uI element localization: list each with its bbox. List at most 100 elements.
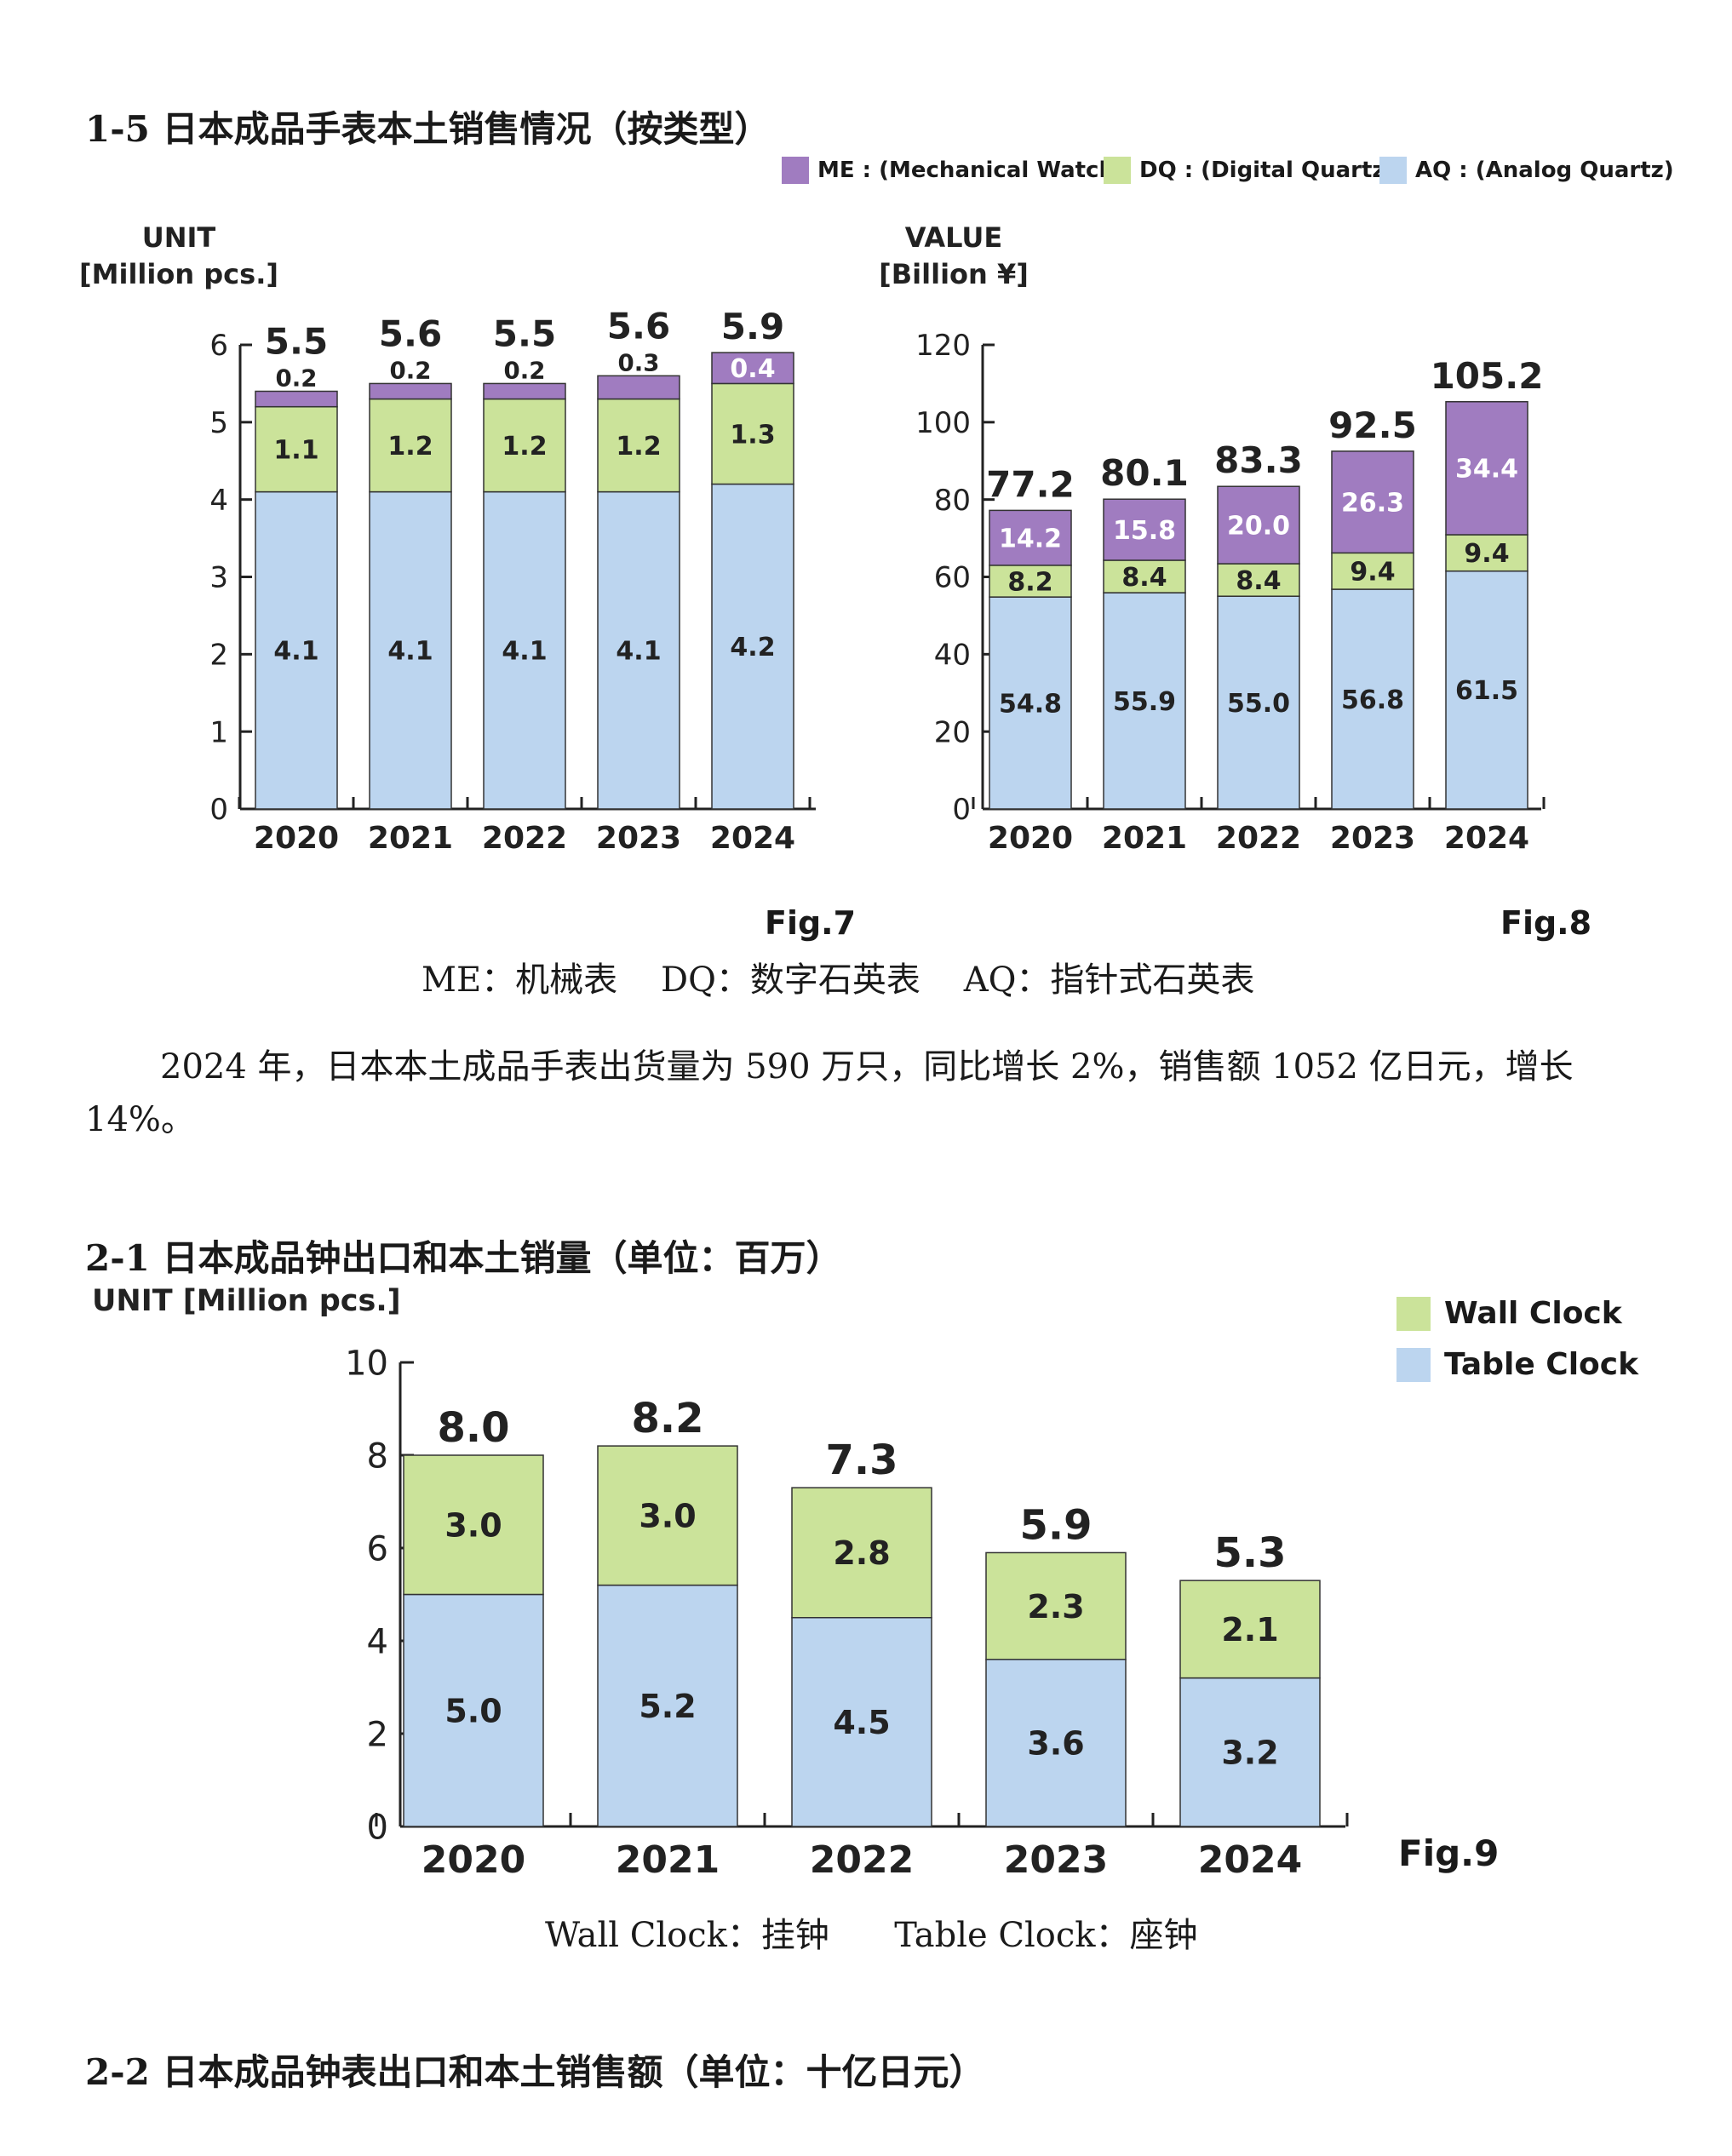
x-tick-label: 2022 — [810, 1838, 914, 1882]
y-tick-label: 8 — [367, 1436, 388, 1476]
y-tick-label: 120 — [915, 329, 971, 363]
data-label: 56.8 — [1341, 685, 1404, 715]
bar-segment — [1217, 563, 1300, 597]
bar-segment — [711, 352, 794, 385]
x-tick-label: 2024 — [1444, 821, 1529, 856]
bar-segment — [403, 1454, 544, 1596]
bar-segment — [597, 398, 680, 493]
bar-segment — [597, 375, 680, 400]
legend-dq: DQ : (Digital Quartz) — [1104, 157, 1395, 184]
bar-segment — [989, 565, 1072, 598]
bar-segment — [483, 382, 566, 400]
y-axis-unit: [Billion ¥] — [879, 258, 1029, 290]
chart-fig8: VALUE [Billion ¥] 0 20 40 60 80 100 120 54.8 8.2 14… — [879, 221, 1546, 856]
bar-segment — [791, 1617, 932, 1827]
x-tick-label: 2021 — [1102, 821, 1187, 856]
data-label: 3.2 — [1221, 1734, 1278, 1771]
bar-segment — [597, 490, 680, 810]
y-axis-label: VALUE — [905, 221, 1002, 254]
total-label: 5.9 — [721, 306, 784, 347]
y-axis-label: UNIT — [142, 221, 216, 254]
summary-paragraph: 2024 年，日本本土成品手表出货量为 590 万只，同比增长 2%，销售额 1… — [85, 1047, 1574, 1139]
x-tick-label: 2020 — [988, 821, 1073, 856]
data-label: 3.6 — [1027, 1725, 1084, 1763]
bar-segment — [369, 490, 452, 810]
total-label: 5.6 — [607, 305, 670, 347]
fig8-caption: Fig.8 — [1500, 904, 1592, 942]
bar-segment — [989, 509, 1072, 566]
y-axis-unit: [Million pcs.] — [79, 258, 278, 290]
data-label: 3.0 — [444, 1506, 502, 1544]
x-tick-label: 2020 — [254, 821, 339, 856]
bar-segment — [255, 490, 338, 810]
total-label: 5.9 — [1019, 1501, 1092, 1549]
y-tick-label: 100 — [915, 406, 971, 440]
bar-segment — [1217, 595, 1300, 810]
data-label: 15.8 — [1113, 516, 1176, 546]
legend-table-clock-swatch — [1396, 1347, 1431, 1382]
y-tick-label: 0 — [209, 793, 228, 827]
x-tick-label: 2024 — [1198, 1838, 1302, 1882]
y-tick-label: 4 — [209, 484, 228, 518]
bar-segment — [989, 596, 1072, 810]
legend-wall-clock: Wall Clock — [1396, 1296, 1622, 1331]
bar-segment — [1103, 559, 1186, 593]
data-label: 20.0 — [1227, 511, 1290, 541]
fig9-caption: Fig.9 — [1398, 1832, 1500, 1874]
x-tick-label: 2021 — [616, 1838, 720, 1882]
data-label: 4.2 — [730, 633, 775, 662]
chart-fig7: UNIT[Million pcs.]01234564.11.10.25.5202… — [79, 221, 816, 856]
bar-segment — [369, 398, 452, 493]
data-label: 1.2 — [502, 432, 547, 462]
data-label: 34.4 — [1455, 455, 1518, 485]
bar-segment — [1179, 1677, 1321, 1827]
y-tick-label: 6 — [367, 1529, 388, 1568]
data-label: 0.4 — [730, 354, 775, 384]
total-label: 5.5 — [265, 321, 328, 363]
legend-me-label: ME : (Mechanical Watch) — [817, 158, 1125, 183]
x-tick-label: 2022 — [1216, 821, 1301, 856]
data-label: 8.4 — [1121, 563, 1167, 593]
data-label: 2.1 — [1221, 1611, 1278, 1649]
x-tick-label: 2023 — [1330, 821, 1415, 856]
legend-table-clock: Table Clock — [1396, 1347, 1638, 1382]
section-title-2-1: 2-1 日本成品钟出口和本土销量（单位：百万） — [85, 1237, 842, 1279]
data-label: 3.0 — [639, 1498, 696, 1535]
bar-segment — [403, 1593, 544, 1827]
data-label: 0.2 — [504, 356, 546, 384]
y-tick-label: 3 — [209, 561, 228, 595]
data-label: 1.3 — [730, 420, 775, 450]
data-label: 9.4 — [1350, 557, 1395, 587]
data-label: 4.1 — [273, 637, 318, 667]
y-tick-label: 60 — [934, 561, 971, 595]
y-tick-label: 80 — [934, 484, 971, 518]
data-label: 4.1 — [502, 637, 547, 667]
total-label: 105.2 — [1431, 355, 1544, 397]
legend-aq: AQ : (Analog Quartz) — [1379, 157, 1674, 184]
data-label: 4.1 — [387, 637, 433, 667]
x-tick-label: 2023 — [1004, 1838, 1108, 1882]
bar-segment — [1217, 485, 1300, 565]
data-label: 9.4 — [1464, 539, 1509, 569]
bar-segment — [1331, 588, 1414, 810]
y-axis-label: UNIT [Million pcs.] — [92, 1284, 401, 1318]
y-tick-label: 0 — [952, 793, 971, 827]
data-label: 1.2 — [616, 432, 661, 462]
x-tick-label: 2022 — [482, 821, 567, 856]
fig7-caption: Fig.7 — [765, 904, 857, 942]
bar-segment — [1331, 450, 1414, 554]
section-title-2-2: 2-2 日本成品钟表出口和本土销售额（单位：十亿日元） — [85, 2051, 985, 2093]
data-label: 0.2 — [390, 356, 432, 384]
data-label: 4.5 — [833, 1704, 890, 1741]
legend-table-clock-label: Table Clock — [1444, 1347, 1639, 1382]
total-label: 5.5 — [493, 313, 556, 354]
data-label: 5.2 — [639, 1688, 696, 1725]
legend-aq-label: AQ : (Analog Quartz) — [1415, 158, 1674, 183]
bar-segment — [711, 483, 794, 810]
abbreviation-clock: Wall Clock：挂钟 Table Clock：座钟 — [545, 1916, 1198, 1955]
data-label: 14.2 — [999, 524, 1062, 553]
y-tick-label: 10 — [345, 1344, 388, 1383]
data-label: 0.2 — [276, 364, 318, 393]
total-label: 5.3 — [1213, 1529, 1286, 1577]
legend-me: ME : (Mechanical Watch) — [782, 157, 1125, 184]
